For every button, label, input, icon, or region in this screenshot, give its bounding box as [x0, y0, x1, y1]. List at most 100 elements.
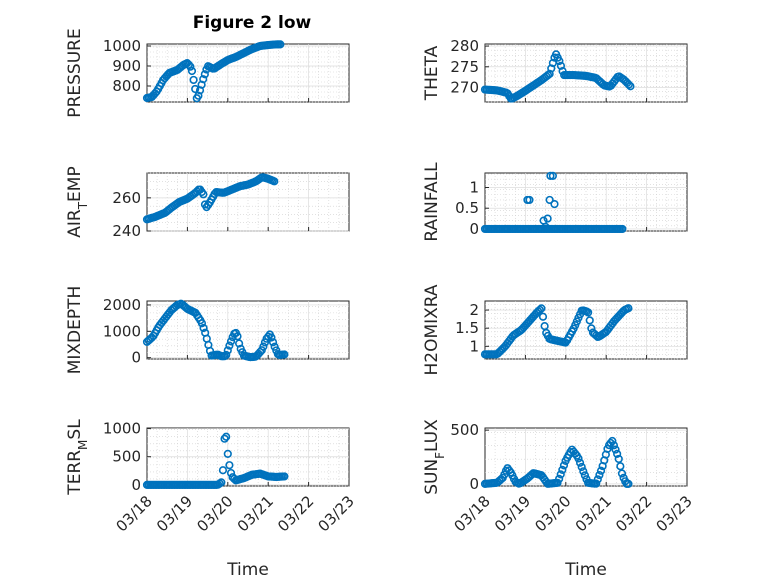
data-point	[186, 62, 195, 71]
data-point	[543, 70, 553, 80]
subplot-5: 0 1000 2000 MIXDEPTH	[65, 286, 350, 375]
y-tick-label: 1.5	[455, 319, 479, 337]
y-axis-label: SUNFLUX	[422, 419, 447, 495]
figure-title: Figure 2 low	[193, 13, 312, 33]
subplot-1: 800 900 1000 PRESSURE	[65, 28, 350, 118]
data-point	[609, 441, 619, 450]
data-point	[579, 467, 588, 476]
data-point	[575, 458, 585, 467]
data-point	[280, 472, 289, 481]
x-tick-label: 03/19	[491, 492, 534, 535]
data-point	[537, 304, 546, 313]
data-point	[225, 341, 234, 350]
y-axis-label: RAINFALL	[422, 162, 442, 242]
data-point	[525, 195, 534, 205]
x-tick-label: 03/23	[653, 492, 696, 535]
y-tick-label: 1000	[103, 37, 141, 55]
x-axis-label: Time	[564, 560, 607, 580]
x-tick-label: 03/18	[113, 492, 156, 535]
data-point	[194, 91, 203, 100]
x-tick-label: 03/21	[572, 492, 615, 535]
x-tick-label: 03/19	[153, 492, 196, 535]
data-point	[556, 470, 565, 479]
x-tick-label: 03/22	[612, 492, 655, 535]
x-tick-label: 03/21	[234, 492, 277, 535]
data-point	[267, 333, 276, 342]
y-tick-label: 1	[469, 337, 479, 355]
x-axis-label: Time	[226, 560, 269, 580]
y-tick-label: 0	[131, 349, 141, 367]
data-point	[259, 342, 268, 351]
y-tick-label: 240	[112, 222, 141, 240]
y-axis-label: MIXDEPTH	[65, 286, 85, 375]
y-tick-label: 0.5	[455, 199, 479, 217]
y-tick-label: 0	[131, 476, 141, 494]
y-tick-label: 0	[469, 220, 479, 238]
x-tick-label: 03/23	[315, 492, 358, 535]
data-point	[270, 177, 279, 186]
data-point	[222, 432, 231, 441]
data-point	[184, 60, 193, 69]
data-point	[235, 339, 244, 348]
y-tick-label: 1	[469, 179, 479, 197]
y-tick-label: 270	[450, 79, 479, 97]
subplot-4: 0 0.5 1 RAINFALL	[422, 162, 688, 242]
data-point	[226, 337, 236, 346]
data-point	[541, 222, 550, 231]
data-point	[220, 352, 229, 361]
data-point	[222, 350, 231, 360]
data-point	[199, 190, 208, 199]
y-axis-label: PRESSURE	[65, 28, 85, 117]
data-point	[624, 80, 633, 89]
data-point	[187, 66, 197, 76]
data-point	[596, 466, 606, 475]
x-tick-label: 03/18	[451, 492, 494, 535]
data-point	[613, 449, 622, 458]
y-axis-label: H2OMIXRA	[422, 284, 442, 375]
data-point	[276, 40, 285, 49]
data-point	[548, 171, 557, 180]
subplot-3: 240 260 AIRTEMP	[65, 166, 350, 240]
data-point	[556, 61, 566, 70]
data-point	[233, 332, 242, 341]
data-point	[558, 465, 567, 474]
data-point	[593, 475, 602, 484]
data-point	[199, 75, 208, 84]
data-point	[200, 70, 209, 79]
data-point	[191, 84, 200, 94]
data-point	[217, 478, 226, 487]
data-point	[553, 478, 562, 487]
subplot-6: 11.52 H2OMIXRA	[422, 284, 688, 376]
data-point	[626, 82, 635, 91]
data-point	[603, 444, 612, 454]
data-point	[624, 304, 633, 313]
data-point	[592, 479, 601, 488]
data-point	[624, 479, 633, 488]
y-tick-label: 2000	[103, 296, 141, 314]
data-point	[538, 312, 548, 321]
data-point	[223, 449, 232, 459]
data-point	[618, 224, 627, 234]
data-point	[535, 305, 544, 314]
y-tick-label: 260	[112, 189, 141, 207]
data-point	[543, 214, 552, 223]
data-point	[218, 466, 228, 475]
y-tick-label: 800	[112, 77, 141, 95]
data-point	[580, 471, 590, 480]
data-point	[199, 323, 208, 333]
y-tick-label: 280	[450, 37, 479, 55]
y-axis-label: AIRTEMP	[65, 166, 90, 237]
data-point	[614, 454, 623, 464]
data-point	[574, 454, 583, 463]
y-tick-label: 1000	[103, 420, 141, 438]
data-point	[555, 56, 564, 66]
data-point	[577, 462, 586, 472]
data-point	[617, 469, 627, 478]
data-point	[550, 199, 559, 209]
data-point	[197, 319, 207, 328]
data-point	[268, 338, 278, 347]
subplot-2: 270 275 280 THETA	[422, 37, 688, 103]
